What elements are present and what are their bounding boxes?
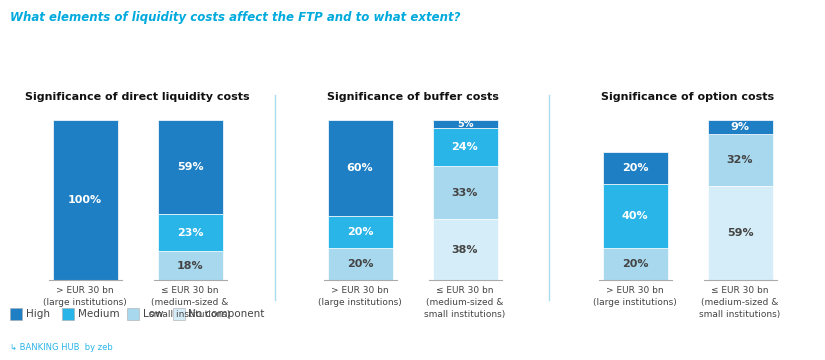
Text: > EUR 30 bn
(large institutions): > EUR 30 bn (large institutions): [593, 286, 676, 307]
Text: ≤ EUR 30 bn
(medium-sized &
small institutions): ≤ EUR 30 bn (medium-sized & small instit…: [149, 286, 231, 319]
Text: 40%: 40%: [622, 211, 648, 221]
Text: No component: No component: [188, 309, 265, 319]
FancyBboxPatch shape: [708, 186, 772, 280]
Text: 59%: 59%: [177, 162, 203, 172]
Text: Significance of option costs: Significance of option costs: [601, 92, 774, 102]
Text: 20%: 20%: [346, 227, 373, 237]
FancyBboxPatch shape: [62, 308, 74, 320]
FancyBboxPatch shape: [602, 184, 667, 248]
Text: High: High: [26, 309, 50, 319]
Text: > EUR 30 bn
(large institutions): > EUR 30 bn (large institutions): [318, 286, 402, 307]
Text: 60%: 60%: [346, 163, 373, 173]
Text: 20%: 20%: [622, 259, 648, 269]
FancyBboxPatch shape: [328, 120, 393, 216]
Text: 24%: 24%: [451, 142, 478, 152]
Text: What elements of liquidity costs affect the FTP and to what extent?: What elements of liquidity costs affect …: [10, 11, 460, 24]
FancyBboxPatch shape: [708, 120, 772, 134]
FancyBboxPatch shape: [708, 134, 772, 186]
Text: 20%: 20%: [622, 163, 648, 173]
FancyBboxPatch shape: [328, 248, 393, 280]
FancyBboxPatch shape: [432, 219, 497, 280]
FancyBboxPatch shape: [53, 120, 117, 280]
FancyBboxPatch shape: [432, 166, 497, 219]
FancyBboxPatch shape: [602, 248, 667, 280]
Text: 5%: 5%: [457, 119, 474, 129]
Text: 100%: 100%: [68, 195, 102, 205]
FancyBboxPatch shape: [328, 216, 393, 248]
FancyBboxPatch shape: [172, 308, 185, 320]
Text: Medium: Medium: [78, 309, 120, 319]
FancyBboxPatch shape: [432, 120, 497, 128]
Text: ≤ EUR 30 bn
(medium-sized &
small institutions): ≤ EUR 30 bn (medium-sized & small instit…: [424, 286, 506, 319]
Text: > EUR 30 bn
(large institutions): > EUR 30 bn (large institutions): [43, 286, 127, 307]
Text: 9%: 9%: [730, 122, 749, 132]
FancyBboxPatch shape: [602, 152, 667, 184]
Text: 20%: 20%: [346, 259, 373, 269]
Text: 59%: 59%: [727, 228, 753, 238]
Text: 18%: 18%: [177, 261, 203, 271]
FancyBboxPatch shape: [158, 251, 223, 280]
Text: 38%: 38%: [452, 244, 478, 255]
Text: 23%: 23%: [177, 228, 203, 238]
FancyBboxPatch shape: [158, 215, 223, 251]
FancyBboxPatch shape: [10, 308, 22, 320]
FancyBboxPatch shape: [432, 128, 497, 166]
Text: Significance of buffer costs: Significance of buffer costs: [327, 92, 498, 102]
Text: ↳ BANKING HUB  by zeb: ↳ BANKING HUB by zeb: [10, 343, 113, 352]
FancyBboxPatch shape: [127, 308, 139, 320]
Text: 32%: 32%: [727, 155, 753, 165]
Text: Significance of direct liquidity costs: Significance of direct liquidity costs: [26, 92, 250, 102]
FancyBboxPatch shape: [158, 120, 223, 215]
Text: 33%: 33%: [452, 188, 478, 198]
Text: Low: Low: [143, 309, 163, 319]
Text: ≤ EUR 30 bn
(medium-sized &
small institutions): ≤ EUR 30 bn (medium-sized & small instit…: [700, 286, 780, 319]
